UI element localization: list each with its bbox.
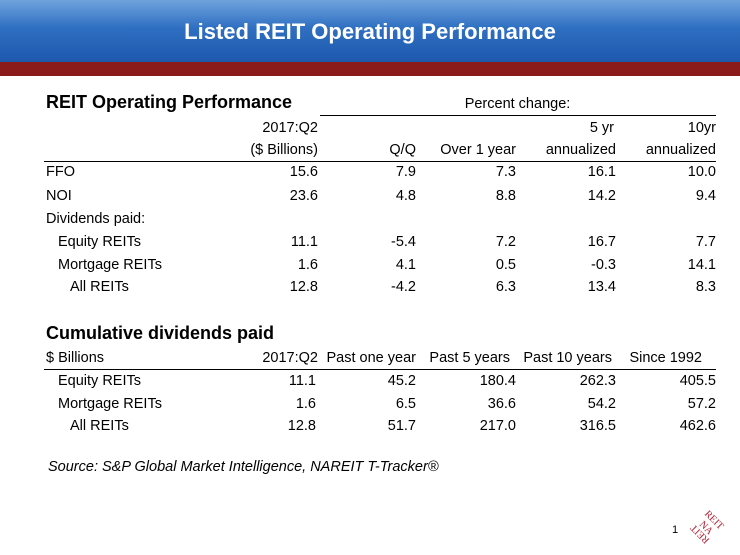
row-value: 4.1 <box>395 257 416 273</box>
row-value: 7.7 <box>695 234 716 250</box>
row-value: 54.2 <box>587 396 616 412</box>
row-value: 6.5 <box>395 396 416 412</box>
t2-header-0: 2017:Q2 <box>262 350 318 366</box>
t2-header-1: Past one year <box>326 350 416 366</box>
t2-header-3: Past 10 years <box>523 350 612 366</box>
row-value: 14.1 <box>687 257 716 273</box>
row-value: 462.6 <box>679 418 716 434</box>
nareit-logo: REIT NA REIT <box>689 509 726 546</box>
row-value: 16.1 <box>587 164 616 180</box>
t2-header-2: Past 5 years <box>429 350 510 366</box>
row-value: 217.0 <box>479 418 516 434</box>
row-value: 15.6 <box>289 164 318 180</box>
percent-change-underline <box>320 115 716 116</box>
row-label: Mortgage REITs <box>58 257 162 273</box>
row-value: 51.7 <box>387 418 416 434</box>
row-value: -5.4 <box>391 234 416 250</box>
row-label: FFO <box>46 164 75 180</box>
row-value: 1.6 <box>297 257 318 273</box>
row-label: Equity REITs <box>58 234 141 250</box>
row-value: 12.8 <box>289 279 318 295</box>
row-value: 23.6 <box>289 188 318 204</box>
t1-header-bottom-2: Over 1 year <box>440 142 516 158</box>
row-value: 180.4 <box>479 373 516 389</box>
t2-unit-label: $ Billions <box>46 350 105 366</box>
row-label: All REITs <box>70 279 129 295</box>
row-value: 10.0 <box>687 164 716 180</box>
row-value: 14.2 <box>587 188 616 204</box>
row-value: 1.6 <box>295 396 316 412</box>
row-value: 7.3 <box>495 164 516 180</box>
red-divider-bar <box>0 62 740 76</box>
row-value: 12.8 <box>287 418 316 434</box>
t1-header-top-0: 2017:Q2 <box>262 120 318 136</box>
t1-header-bottom-3: annualized <box>545 142 616 158</box>
row-label: Dividends paid: <box>46 211 146 227</box>
row-label: Equity REITs <box>58 373 141 389</box>
row-value: 11.1 <box>288 373 316 389</box>
t1-header-bottom-1: Q/Q <box>389 142 416 158</box>
row-value: 8.8 <box>495 188 516 204</box>
t2-header-underline <box>44 369 716 370</box>
table1-title: REIT Operating Performance <box>46 92 293 112</box>
row-value: 262.3 <box>579 373 616 389</box>
t1-header-underline <box>44 161 716 162</box>
row-value: 9.4 <box>695 188 716 204</box>
row-label: NOI <box>46 188 72 204</box>
title-banner <box>0 0 740 62</box>
row-value: 57.2 <box>687 396 716 412</box>
t2-header-4: Since 1992 <box>629 350 702 366</box>
source-note: Source: S&P Global Market Intelligence, … <box>48 459 439 475</box>
row-value: 6.3 <box>495 279 516 295</box>
row-value: 7.2 <box>495 234 516 250</box>
t1-header-top-4: 10yr <box>687 120 716 136</box>
row-value: 8.3 <box>695 279 716 295</box>
row-value: -4.2 <box>391 279 416 295</box>
slide-title: Listed REIT Operating Performance <box>184 19 556 44</box>
percent-change-header: Percent change: <box>464 96 571 112</box>
row-value: 4.8 <box>395 188 416 204</box>
row-value: 16.7 <box>587 234 616 250</box>
t1-header-bottom-4: annualized <box>645 142 716 158</box>
row-label: Mortgage REITs <box>58 396 162 412</box>
row-label: All REITs <box>70 418 129 434</box>
table2-title: Cumulative dividends paid <box>46 323 275 343</box>
row-value: -0.3 <box>591 257 616 273</box>
row-value: 36.6 <box>487 396 516 412</box>
t1-header-bottom-0: ($ Billions) <box>250 142 318 158</box>
row-value: 11.1 <box>290 234 318 250</box>
row-value: 0.5 <box>495 257 516 273</box>
row-value: 405.5 <box>679 373 716 389</box>
row-value: 316.5 <box>579 418 616 434</box>
row-value: 7.9 <box>395 164 416 180</box>
page-number: 1 <box>672 524 679 536</box>
t1-header-top-3: 5 yr <box>589 120 614 136</box>
row-value: 45.2 <box>387 373 416 389</box>
row-value: 13.4 <box>587 279 616 295</box>
